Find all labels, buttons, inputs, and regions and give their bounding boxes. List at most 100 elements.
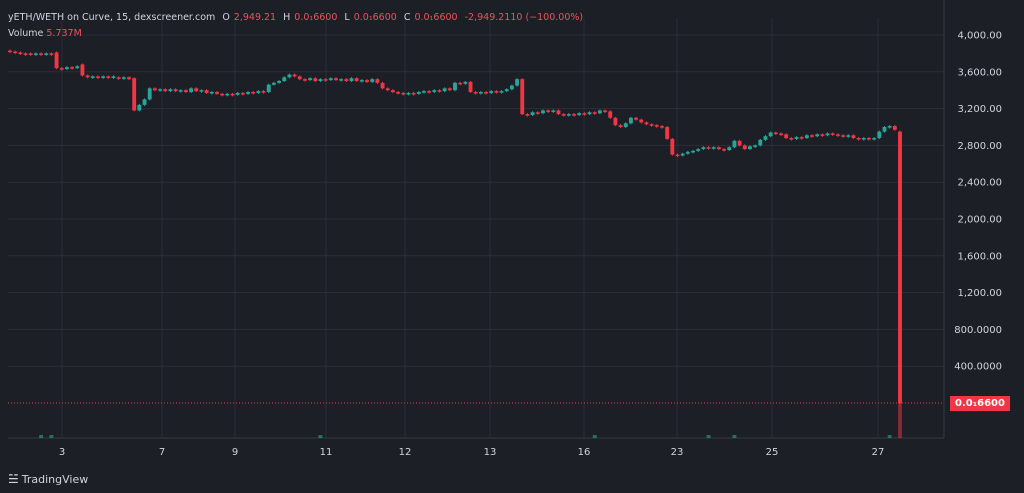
candle bbox=[546, 110, 551, 112]
candle bbox=[23, 53, 28, 55]
y-tick-label: 2,400.00 bbox=[957, 178, 1002, 189]
candle bbox=[810, 135, 814, 137]
candle bbox=[608, 111, 613, 118]
candle bbox=[887, 126, 892, 128]
candle bbox=[44, 53, 49, 55]
candle bbox=[463, 81, 468, 84]
low-label: L bbox=[344, 12, 350, 23]
close-value: 0.0₁6600 bbox=[414, 12, 458, 23]
candle bbox=[649, 124, 654, 126]
candle bbox=[877, 131, 882, 139]
candle bbox=[64, 67, 69, 70]
candle bbox=[380, 82, 385, 89]
candle bbox=[835, 134, 840, 136]
candle bbox=[271, 82, 276, 85]
high-value: 0.0₁6600 bbox=[294, 12, 338, 23]
candle bbox=[375, 79, 380, 83]
candle bbox=[220, 93, 225, 96]
volume-legend: Volume 5.737M bbox=[8, 28, 82, 39]
candle bbox=[882, 127, 887, 132]
candle bbox=[892, 126, 897, 130]
candle bbox=[396, 92, 401, 94]
x-tick-label: 7 bbox=[159, 447, 165, 458]
candle bbox=[70, 67, 75, 69]
candle bbox=[773, 132, 778, 135]
candle bbox=[670, 138, 675, 155]
y-tick-label: 400.0000 bbox=[954, 362, 1002, 373]
candle bbox=[825, 133, 830, 136]
candle bbox=[530, 112, 535, 116]
candle bbox=[318, 79, 323, 81]
candle bbox=[59, 68, 64, 70]
candle bbox=[199, 90, 204, 92]
candle bbox=[292, 74, 297, 77]
candle bbox=[639, 119, 644, 123]
candle bbox=[370, 79, 375, 82]
volume-bar bbox=[592, 435, 597, 438]
candle bbox=[566, 114, 571, 116]
tradingview-branding[interactable]: ☱ TradingView bbox=[8, 472, 88, 486]
candle bbox=[75, 66, 80, 69]
volume-bar bbox=[706, 435, 711, 438]
volume-bar bbox=[732, 435, 737, 438]
candle bbox=[163, 89, 168, 92]
candle bbox=[509, 85, 514, 90]
candle bbox=[230, 93, 235, 96]
y-tick-label: 1,600.00 bbox=[957, 251, 1002, 262]
candle bbox=[722, 149, 727, 151]
candle bbox=[168, 89, 173, 92]
candle bbox=[18, 52, 23, 54]
candle bbox=[597, 110, 602, 114]
candle bbox=[504, 89, 509, 92]
candle bbox=[789, 138, 794, 140]
volume-bar bbox=[318, 435, 323, 438]
change-value: -2,949.2110 (−100.00%) bbox=[464, 12, 584, 23]
candle bbox=[763, 136, 768, 140]
candle bbox=[556, 110, 561, 115]
candle bbox=[323, 79, 328, 81]
candle bbox=[618, 125, 623, 127]
volume-value: 5.737M bbox=[46, 28, 82, 39]
candle bbox=[152, 88, 157, 91]
candle bbox=[158, 89, 162, 91]
candle bbox=[147, 88, 152, 100]
candle bbox=[178, 90, 183, 92]
candle bbox=[261, 91, 266, 93]
candle bbox=[846, 135, 851, 137]
candle bbox=[691, 150, 695, 153]
candle bbox=[856, 138, 861, 140]
volume-bar bbox=[898, 403, 902, 438]
candle bbox=[127, 77, 131, 80]
candle bbox=[401, 92, 406, 95]
candle bbox=[696, 149, 701, 151]
candle bbox=[758, 139, 763, 146]
candle bbox=[644, 122, 649, 125]
candle bbox=[85, 75, 90, 78]
x-tick-label: 13 bbox=[484, 447, 497, 458]
y-tick-label: 3,600.00 bbox=[957, 67, 1002, 78]
high-label: H bbox=[283, 12, 291, 23]
candle bbox=[406, 92, 411, 95]
candle bbox=[784, 134, 789, 139]
candle bbox=[841, 135, 846, 137]
candle bbox=[654, 125, 659, 127]
candle bbox=[287, 74, 292, 78]
x-tick-label: 16 bbox=[578, 447, 591, 458]
candle bbox=[587, 112, 592, 115]
low-value: 0.0₁6600 bbox=[353, 12, 397, 23]
candle bbox=[432, 90, 437, 93]
candle bbox=[447, 88, 452, 91]
ohlc-legend: yETH/WETH on Curve, 15, dexscreener.com … bbox=[8, 12, 587, 23]
candle bbox=[830, 133, 835, 135]
candle bbox=[799, 137, 804, 139]
candle bbox=[240, 92, 245, 95]
candle bbox=[121, 77, 126, 79]
candle bbox=[209, 92, 214, 94]
y-tick-label: 800.0000 bbox=[954, 325, 1002, 336]
candle bbox=[215, 92, 219, 94]
candle bbox=[453, 82, 457, 91]
brand-name: TradingView bbox=[21, 472, 89, 486]
candle bbox=[235, 92, 240, 95]
candle bbox=[628, 117, 633, 124]
